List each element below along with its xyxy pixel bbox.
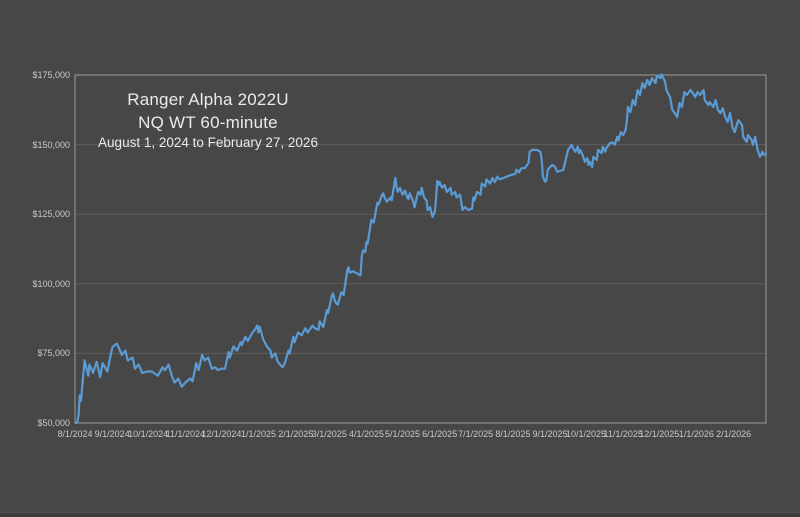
- chart-title-block: Ranger Alpha 2022U NQ WT 60-minute Augus…: [60, 88, 356, 151]
- y-axis-tick-label: $150,000: [32, 139, 70, 150]
- x-axis-tick-label: 12/1/2025: [639, 429, 680, 439]
- x-axis-tick-label: 10/1/2024: [128, 429, 169, 439]
- x-axis-tick-label: 3/1/2025: [311, 429, 347, 439]
- bottom-edge-strip: [0, 512, 800, 517]
- x-axis-tick-label: 2/1/2026: [716, 429, 752, 439]
- x-axis-tick-label: 11/1/2024: [165, 429, 206, 439]
- equity-curve-line: [75, 73, 768, 425]
- x-axis-tick-label: 4/1/2025: [348, 429, 385, 439]
- chart-period-label: August 1, 2024 to February 27, 2026: [98, 135, 318, 150]
- y-axis-tick-label: $175,000: [32, 69, 70, 80]
- chart-title: Ranger Alpha 2022U: [127, 90, 289, 109]
- chart-subtitle: NQ WT 60-minute: [138, 113, 278, 132]
- x-axis-tick-label: 8/1/2024: [57, 429, 93, 439]
- x-axis-tick-label: 1/1/2025: [241, 429, 277, 439]
- x-axis-tick-label: 10/1/2025: [566, 429, 607, 439]
- plot-border: [74, 74, 767, 424]
- y-axis-tick-label: $75,000: [37, 348, 70, 359]
- x-axis-tick-label: 9/1/2025: [532, 429, 568, 439]
- x-axis-tick-label: 7/1/2025: [458, 429, 494, 439]
- y-axis-tick-label: $100,000: [32, 278, 70, 289]
- x-axis-tick-label: 5/1/2025: [384, 429, 421, 439]
- y-axis-tick-label: $50,000: [37, 417, 70, 428]
- x-axis-tick-label: 2/1/2025: [278, 429, 314, 439]
- x-axis-tick-label: 11/1/2025: [603, 429, 643, 439]
- x-axis-tick-label: 6/1/2025: [422, 429, 458, 439]
- x-axis-tick-label: 12/1/2024: [201, 429, 242, 439]
- x-axis-tick-label: 8/1/2025: [495, 429, 531, 439]
- x-axis-tick-label: 1/1/2026: [678, 429, 714, 439]
- y-axis-tick-label: $125,000: [32, 208, 70, 219]
- x-axis-tick-label: 9/1/2024: [94, 429, 130, 439]
